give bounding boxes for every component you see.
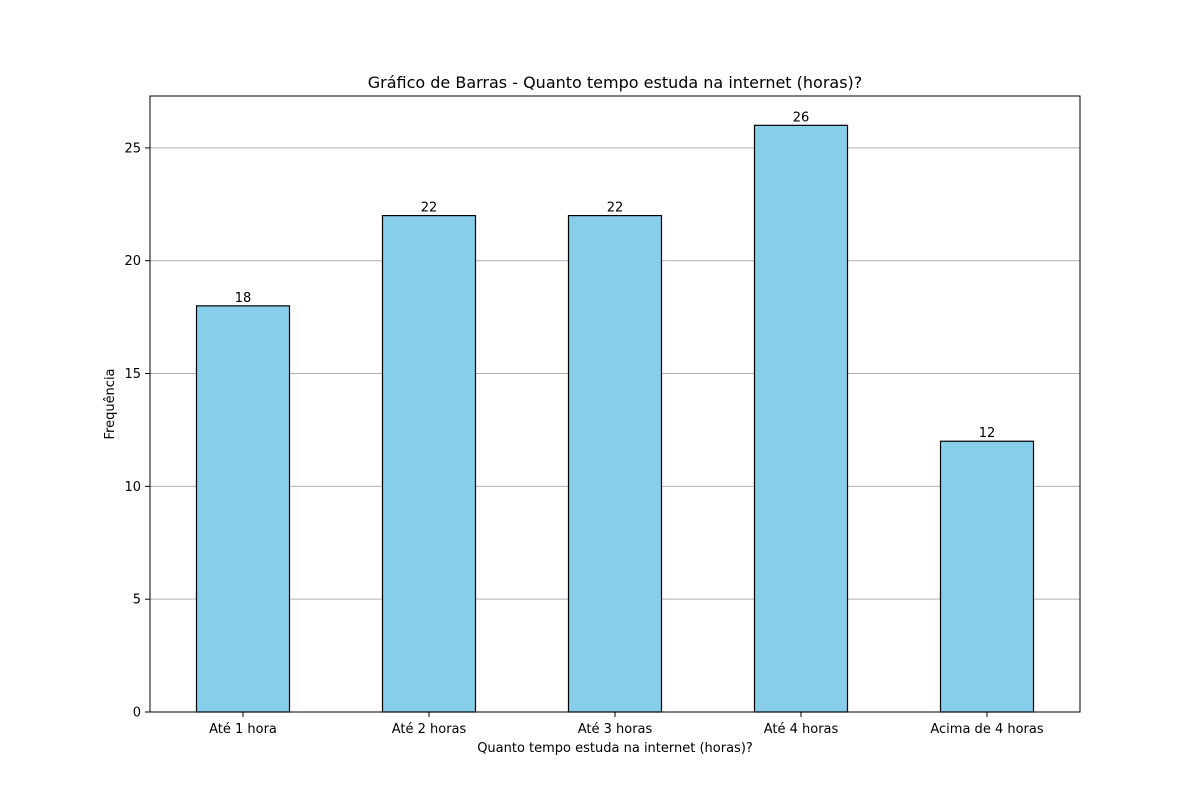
bar <box>381 214 477 713</box>
bar <box>939 440 1035 713</box>
bars <box>195 124 1035 713</box>
y-tick-label: 5 <box>133 593 141 608</box>
bar-value-label: 12 <box>979 426 996 441</box>
bar <box>753 124 849 713</box>
plot-frame <box>149 95 1081 713</box>
y-tick-label: 10 <box>124 480 141 495</box>
y-tick-label: 0 <box>133 706 141 721</box>
chart-title: Gráfico de Barras - Quanto tempo estuda … <box>368 73 863 92</box>
x-tick-label: Até 4 horas <box>764 722 839 737</box>
bar <box>195 305 291 713</box>
bar-value-label: 22 <box>421 201 438 216</box>
x-tick-label: Até 2 horas <box>392 722 467 737</box>
y-tick-label: 15 <box>124 367 141 382</box>
bar-value-label: 18 <box>235 291 252 306</box>
x-tick-label: Até 1 hora <box>209 722 277 737</box>
y-axis-label: Frequência <box>103 368 118 439</box>
x-axis-label: Quanto tempo estuda na internet (horas)? <box>477 741 753 756</box>
bar-value-labels: 18 22 22 26 12 <box>235 110 996 441</box>
axes: 0 5 10 15 20 25 Até 1 hora Até 2 horas Até 3 hor… <box>124 95 1081 737</box>
y-tick-label: 25 <box>124 141 141 156</box>
x-tick-label: Até 3 horas <box>578 722 653 737</box>
bar <box>567 214 663 713</box>
bar-value-label: 26 <box>793 110 810 125</box>
bar-value-label: 22 <box>607 201 624 216</box>
y-tick-label: 20 <box>124 254 141 269</box>
x-tick-label: Acima de 4 horas <box>930 722 1043 737</box>
